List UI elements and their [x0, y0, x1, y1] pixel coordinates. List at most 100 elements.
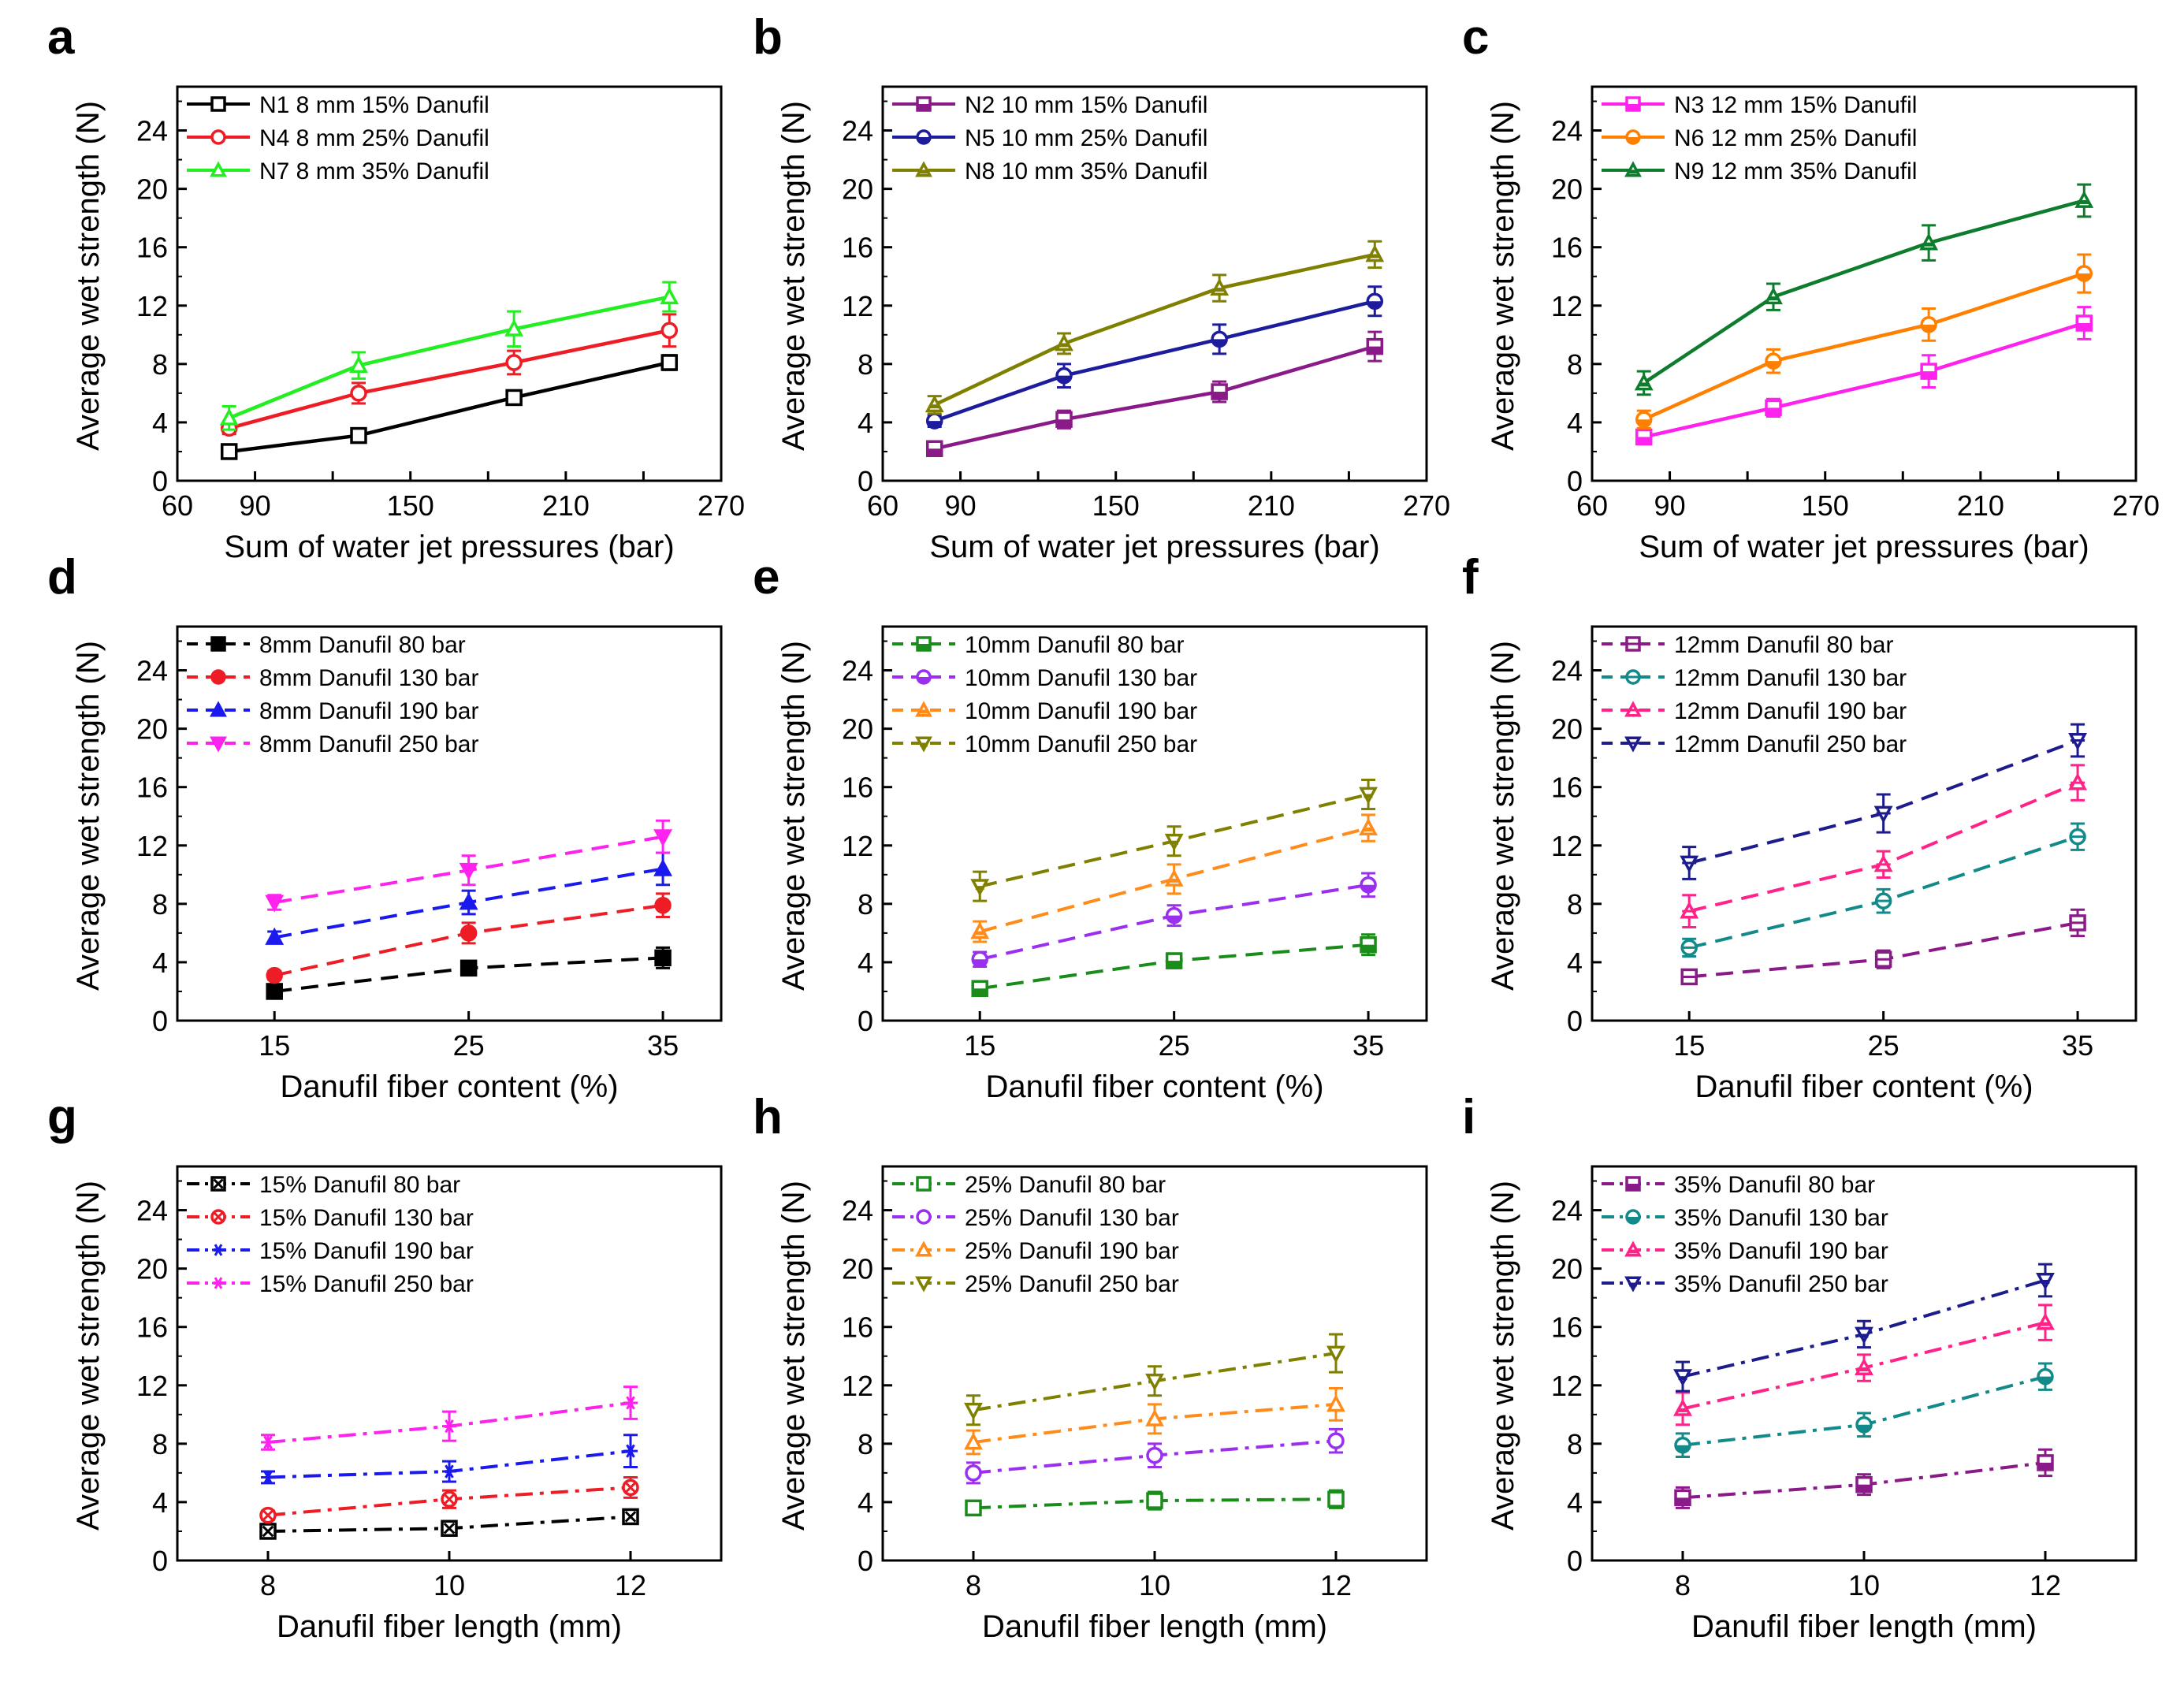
legend-marker: [915, 161, 932, 177]
series-1: [1635, 306, 2093, 446]
data-point: [2074, 190, 2094, 208]
data-point: [964, 1402, 983, 1420]
y-tick-label: 8: [1567, 1428, 1583, 1460]
series-line: [229, 329, 670, 430]
plot-frame: [881, 85, 1428, 482]
plot-frame: [1591, 625, 2137, 1022]
legend-marker: [915, 1276, 932, 1293]
y-tick-label: 8: [1567, 348, 1583, 381]
legend-label: 10mm Danufil 80 bar: [965, 632, 1184, 658]
legend-marker: [1624, 161, 1642, 177]
data-point: [1145, 1373, 1164, 1391]
x-tick-label: 12: [2030, 1569, 2061, 1601]
y-tick-label: 16: [136, 1311, 168, 1344]
data-point: [1855, 1326, 1873, 1345]
data-point: [660, 322, 679, 340]
x-axis-title: Danufil fiber content (%): [985, 1069, 1323, 1104]
data-point: [265, 927, 285, 945]
data-point: [266, 983, 283, 1000]
y-tick-label: 20: [136, 713, 168, 746]
panel-c: c 0 4 8 12 16 20 24 60 90 150 210 270 Sum of water je…: [1462, 10, 2160, 564]
data-point: [1145, 1408, 1164, 1426]
series-1: [925, 330, 1384, 458]
x-tick-label: 210: [1957, 489, 2004, 522]
legend-entry: 12mm Danufil 130 bar: [1602, 665, 1907, 691]
legend-entry: 8mm Danufil 250 bar: [187, 731, 478, 757]
x-tick-label: 90: [945, 489, 977, 522]
x-tick-label: 25: [1159, 1029, 1190, 1062]
data-point: [1165, 952, 1183, 969]
x-tick-label: 150: [387, 489, 434, 522]
legend-label: 15% Danufil 190 bar: [259, 1238, 474, 1264]
data-point: [1146, 1446, 1163, 1464]
legend-entry: 25% Danufil 80 bar: [892, 1172, 1166, 1198]
legend-entry: 25% Danufil 130 bar: [892, 1205, 1179, 1231]
data-point: [2036, 1273, 2055, 1291]
data-point: [1211, 330, 1228, 348]
y-tick-label: 0: [858, 1545, 873, 1577]
data-point: [261, 1435, 275, 1449]
data-point: [459, 959, 478, 977]
panel-letter: g: [47, 1090, 77, 1144]
data-point: [965, 1464, 982, 1482]
panel-i: i 0 4 8 12 16 20 24 8 10 12 Danufil fiber length (m…: [1462, 1090, 2137, 1644]
x-tick-label: 210: [1248, 489, 1295, 522]
data-point: [654, 896, 672, 914]
y-tick-label: 8: [152, 348, 168, 381]
panel-letter: a: [47, 10, 75, 65]
series-4: [261, 1386, 638, 1451]
panel-letter: e: [753, 550, 779, 604]
legend-entry: 10mm Danufil 250 bar: [892, 731, 1197, 757]
x-axis-title: Danufil fiber length (mm): [982, 1609, 1327, 1644]
legend-entry: 10mm Danufil 130 bar: [892, 665, 1197, 691]
legend-entry: 10mm Danufil 190 bar: [892, 698, 1197, 724]
y-axis-title: Average wet strength (N): [1486, 641, 1520, 991]
legend-marker: [916, 129, 932, 145]
series-line: [933, 299, 1375, 423]
legend-marker: [1625, 636, 1641, 652]
x-tick-label: 60: [1576, 489, 1608, 522]
legend-label: 10mm Danufil 250 bar: [965, 731, 1197, 757]
y-tick-label: 12: [1551, 290, 1583, 322]
series-1: [220, 354, 679, 460]
data-point: [2037, 1454, 2054, 1471]
y-tick-label: 8: [152, 888, 168, 921]
y-tick-label: 24: [1551, 1195, 1583, 1227]
y-tick-label: 20: [1551, 173, 1583, 206]
plot-frame: [176, 85, 723, 482]
panel-letter: i: [1462, 1090, 1475, 1144]
data-point: [925, 440, 943, 458]
data-point: [2037, 1367, 2054, 1386]
data-point: [441, 1519, 458, 1538]
data-point: [504, 318, 524, 337]
data-point: [1360, 935, 1377, 954]
y-tick-label: 24: [842, 1195, 873, 1227]
series-2: [1680, 822, 2086, 958]
legend-marker: [1624, 1276, 1642, 1293]
data-point: [1326, 1345, 1345, 1363]
y-tick-label: 0: [1567, 1545, 1583, 1577]
series-1: [965, 1489, 1345, 1517]
data-point: [350, 385, 367, 402]
legend-entry: 35% Danufil 190 bar: [1602, 1238, 1888, 1264]
series-2: [266, 892, 672, 984]
y-tick-label: 12: [842, 830, 873, 862]
data-point: [622, 1479, 639, 1497]
data-point: [1874, 892, 1892, 909]
y-axis-title: Average wet strength (N): [776, 641, 811, 991]
data-point: [1359, 787, 1378, 805]
series-3: [1634, 183, 2094, 396]
legend-label: N1 8 mm 15% Danufil: [259, 92, 489, 118]
y-tick-label: 4: [152, 407, 168, 439]
series-4: [1680, 723, 2088, 880]
legend-entry: 8mm Danufil 190 bar: [187, 698, 478, 724]
y-tick-label: 0: [152, 1545, 168, 1577]
legend-entry: N5 10 mm 25% Danufil: [892, 125, 1207, 151]
data-point: [261, 1470, 275, 1484]
y-tick-label: 0: [858, 465, 873, 497]
data-point: [1855, 1416, 1873, 1434]
data-point: [459, 924, 478, 942]
data-point: [1920, 363, 1937, 380]
x-tick-label: 35: [2062, 1029, 2093, 1062]
legend-marker: [210, 701, 227, 717]
